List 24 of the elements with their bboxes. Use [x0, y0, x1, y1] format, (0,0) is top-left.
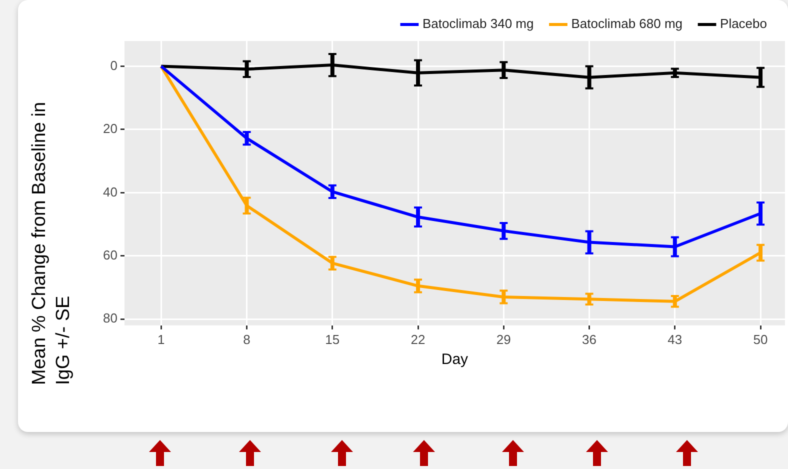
y-tick-label: 40: [102, 184, 118, 200]
x-tick-label: 22: [410, 332, 426, 347]
point: [327, 256, 338, 270]
point: [670, 295, 680, 308]
legend-label: Batoclimab 680 mg: [571, 16, 683, 32]
y-tick-label: 60: [102, 247, 118, 262]
point: [498, 290, 509, 304]
legend-label: Batoclimab 340 mg: [422, 16, 534, 32]
point: [670, 68, 680, 78]
x-tick-label: 15: [325, 332, 340, 347]
x-axis-title: Day: [441, 351, 469, 368]
x-tick-label: 1: [158, 332, 165, 347]
x-tick-label: 29: [496, 332, 511, 347]
y-tick-label: 0: [110, 58, 118, 73]
point: [584, 292, 594, 306]
y-tick-label: 80: [102, 310, 118, 326]
point: [413, 278, 424, 294]
y-axis-title: Mean % Change from Baseline in IgG +/- SE: [29, 102, 74, 385]
x-tick-label: 43: [668, 332, 682, 347]
x-tick-label: 8: [243, 332, 250, 347]
x-tick-label: 36: [582, 332, 597, 347]
legend-label: Placebo: [720, 16, 768, 32]
x-tick-label: 50: [753, 332, 768, 347]
y-tick-label: 20: [102, 121, 118, 136]
